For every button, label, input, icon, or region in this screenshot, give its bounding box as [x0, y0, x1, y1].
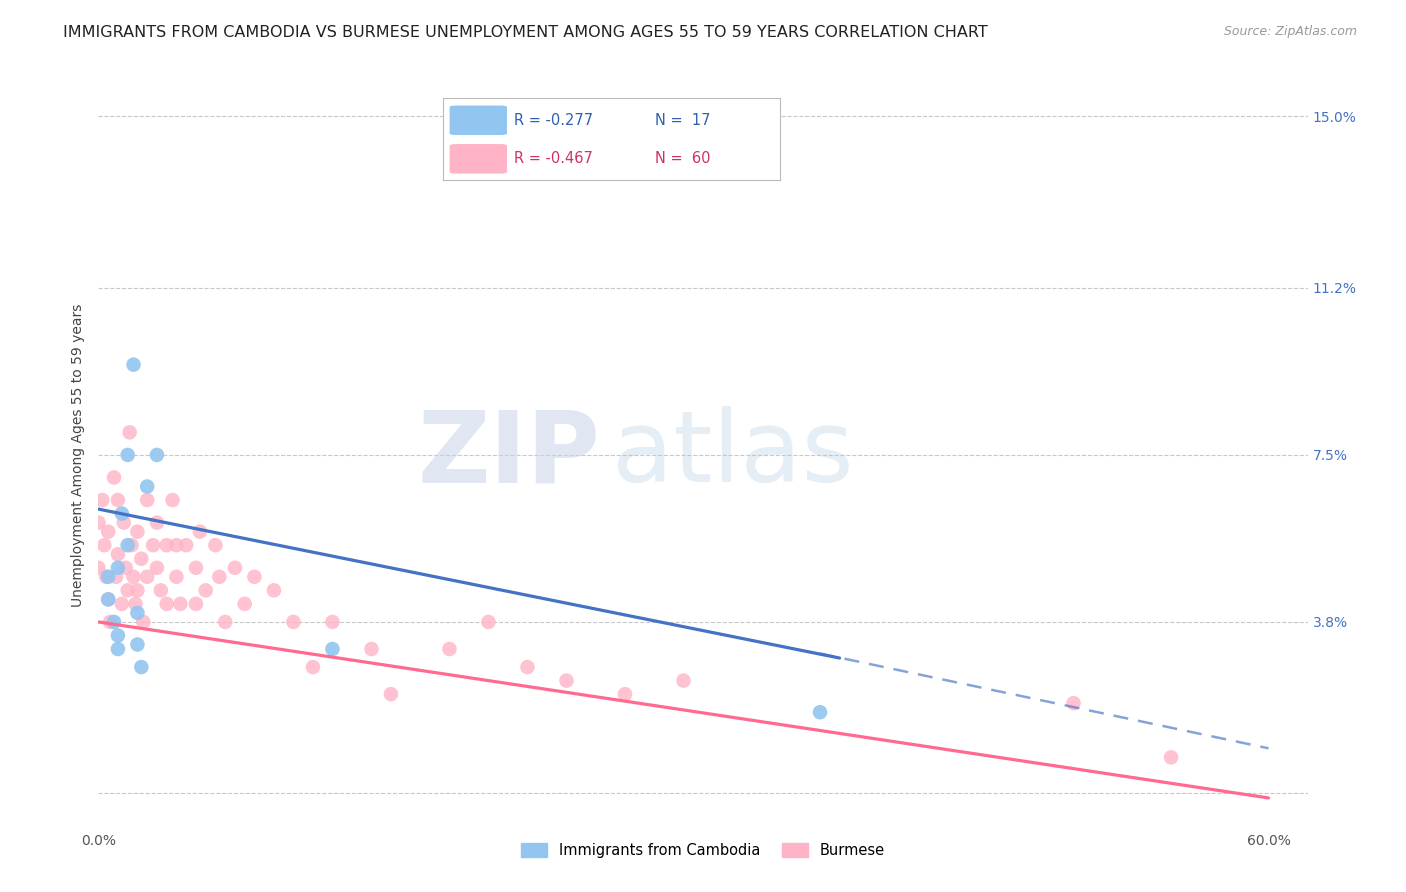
Point — [184, 597, 207, 611]
Legend: Immigrants from Cambodia, Burmese: Immigrants from Cambodia, Burmese — [515, 837, 891, 863]
Point — [114, 561, 136, 575]
Point — [97, 524, 120, 539]
FancyBboxPatch shape — [450, 145, 508, 174]
Point — [104, 570, 127, 584]
Point — [117, 538, 139, 552]
Point — [127, 583, 149, 598]
Point — [97, 592, 120, 607]
Point — [127, 606, 149, 620]
Text: ZIP: ZIP — [418, 407, 600, 503]
Point — [107, 561, 129, 575]
Point — [124, 597, 146, 611]
Point — [87, 561, 110, 575]
Point — [321, 642, 343, 657]
Point — [117, 448, 139, 462]
Point — [107, 493, 129, 508]
Point — [103, 470, 125, 484]
Point — [91, 493, 114, 508]
Text: N =  17: N = 17 — [655, 112, 711, 128]
Point — [1160, 750, 1182, 764]
Point — [360, 642, 382, 657]
Point — [208, 570, 231, 584]
Point — [302, 660, 325, 674]
Point — [380, 687, 402, 701]
Point — [614, 687, 637, 701]
Point — [149, 583, 172, 598]
Point — [107, 628, 129, 642]
Point — [233, 597, 256, 611]
Point — [98, 615, 121, 629]
Point — [127, 638, 149, 652]
Text: atlas: atlas — [613, 407, 853, 503]
Point — [156, 597, 179, 611]
Point — [165, 570, 187, 584]
Text: IMMIGRANTS FROM CAMBODIA VS BURMESE UNEMPLOYMENT AMONG AGES 55 TO 59 YEARS CORRE: IMMIGRANTS FROM CAMBODIA VS BURMESE UNEM… — [63, 25, 988, 40]
Point — [96, 570, 118, 584]
Point — [97, 570, 120, 584]
Text: Source: ZipAtlas.com: Source: ZipAtlas.com — [1223, 25, 1357, 38]
Text: N =  60: N = 60 — [655, 152, 711, 166]
Point — [103, 615, 125, 629]
Point — [174, 538, 197, 552]
Point — [93, 538, 115, 552]
Point — [243, 570, 266, 584]
Point — [188, 524, 211, 539]
Point — [184, 561, 207, 575]
Point — [136, 570, 159, 584]
Point — [136, 479, 159, 493]
Point — [808, 705, 831, 719]
Point — [169, 597, 191, 611]
Point — [111, 597, 134, 611]
Point — [87, 516, 110, 530]
Point — [146, 448, 169, 462]
Point — [555, 673, 578, 688]
Point — [112, 516, 135, 530]
Point — [321, 615, 343, 629]
Point — [131, 660, 153, 674]
Point — [111, 507, 134, 521]
Point — [132, 615, 155, 629]
Point — [142, 538, 165, 552]
Point — [131, 551, 153, 566]
Point — [107, 547, 129, 561]
Point — [107, 642, 129, 657]
Point — [117, 583, 139, 598]
Point — [214, 615, 236, 629]
Point — [204, 538, 226, 552]
Point — [516, 660, 538, 674]
Point — [156, 538, 179, 552]
Point — [1063, 696, 1085, 710]
Point — [263, 583, 285, 598]
Point — [136, 493, 159, 508]
Point — [439, 642, 461, 657]
Point — [672, 673, 695, 688]
Point — [283, 615, 305, 629]
Point — [477, 615, 499, 629]
Text: R = -0.277: R = -0.277 — [513, 112, 593, 128]
Point — [165, 538, 187, 552]
Y-axis label: Unemployment Among Ages 55 to 59 years: Unemployment Among Ages 55 to 59 years — [72, 303, 86, 607]
Point — [118, 425, 141, 440]
Point — [146, 516, 169, 530]
Point — [146, 561, 169, 575]
Point — [194, 583, 217, 598]
FancyBboxPatch shape — [450, 105, 508, 135]
Point — [97, 592, 120, 607]
Point — [224, 561, 246, 575]
Point — [127, 524, 149, 539]
Point — [162, 493, 184, 508]
Point — [121, 538, 143, 552]
Point — [122, 358, 145, 372]
Text: R = -0.467: R = -0.467 — [513, 152, 592, 166]
Point — [122, 570, 145, 584]
